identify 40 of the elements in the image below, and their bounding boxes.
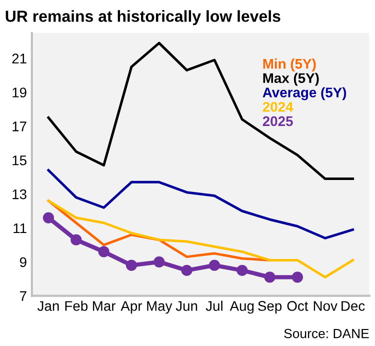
y-tick-label: 9	[20, 257, 26, 268]
line-series	[47, 42, 354, 180]
x-tick-label: Oct	[287, 301, 308, 311]
text: Min (5Y)	[263, 58, 316, 72]
x-tick-label: Apr	[120, 301, 142, 314]
point	[70, 234, 82, 246]
point	[292, 272, 304, 283]
x-tick-label: Jan	[37, 301, 59, 311]
point	[181, 264, 192, 276]
text: Average (5Y)	[262, 87, 346, 100]
x-tick-label: May	[147, 301, 172, 314]
y-tick-label: 21	[12, 54, 26, 64]
x-tick-label: Nov	[314, 301, 338, 311]
text: 2025	[262, 116, 293, 126]
y-tick-label: 19	[12, 88, 26, 98]
y-tick-label: 15	[12, 156, 26, 166]
text: Max (5Y)	[263, 72, 319, 86]
point	[208, 260, 220, 271]
y-tick-label: 7	[20, 291, 26, 301]
x-tick-label: Jun	[176, 301, 198, 311]
y-tick-label: 13	[12, 189, 26, 200]
text: 2024	[262, 102, 294, 112]
y-tick-label: 11	[14, 223, 26, 233]
point	[264, 272, 276, 283]
line-series	[47, 200, 354, 278]
x-tick-label: Jul	[206, 300, 222, 311]
x-tick-label: Dec	[342, 301, 365, 311]
point	[236, 264, 248, 276]
point	[126, 260, 138, 271]
x-tick-label: Sep	[258, 301, 282, 314]
y-tick-label: 17	[12, 122, 26, 132]
x-tick-label: Feb	[65, 300, 88, 311]
point	[42, 212, 54, 224]
source-note: Source: DANE	[284, 328, 369, 338]
x-tick-label: Mar	[92, 301, 116, 311]
point	[154, 256, 165, 268]
chart-title: UR remains at historically low levels	[6, 10, 280, 26]
x-tick-label: Aug	[230, 301, 254, 314]
line-series	[47, 169, 354, 240]
point	[98, 246, 110, 258]
